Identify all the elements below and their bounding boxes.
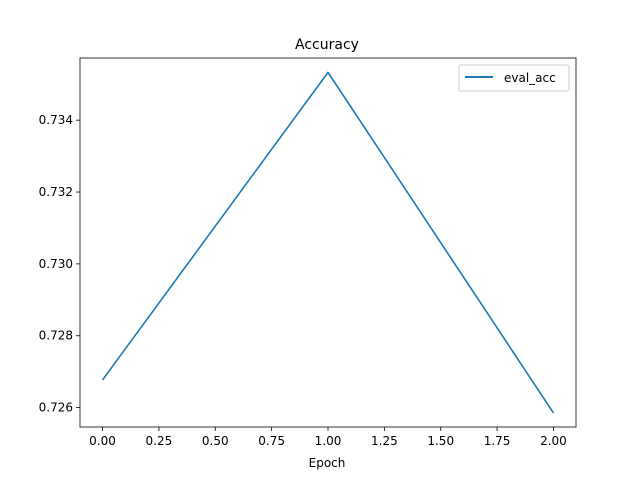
y-tick-label: 0.732 — [39, 185, 73, 199]
y-tick-label: 0.728 — [39, 329, 73, 343]
x-tick-label: 2.00 — [540, 434, 567, 448]
x-tick-label: 0.50 — [202, 434, 229, 448]
x-axis: 0.00 0.25 0.50 0.75 1.00 1.25 1.50 1.75 2.00 — [89, 427, 567, 448]
series-line-eval-acc — [101, 71, 555, 414]
chart-title: Accuracy — [295, 37, 359, 53]
y-tick-label: 0.730 — [39, 257, 73, 271]
legend-entry-eval-acc: eval_acc — [504, 71, 556, 85]
x-tick-label: 1.50 — [427, 434, 454, 448]
legend-box — [458, 64, 570, 92]
y-axis: 0.726 0.728 0.730 0.732 0.734 — [39, 113, 80, 415]
plot-area — [80, 58, 576, 427]
x-axis-label: Epoch — [309, 456, 346, 470]
x-tick-label: 0.25 — [146, 434, 173, 448]
x-tick-label: 0.75 — [258, 434, 285, 448]
y-tick-label: 0.734 — [39, 113, 73, 127]
legend: eval_acc — [458, 64, 570, 92]
x-tick-label: 1.75 — [484, 434, 511, 448]
x-tick-label: 0.00 — [89, 434, 116, 448]
series-layer — [101, 71, 555, 414]
y-tick-label: 0.726 — [39, 401, 73, 415]
x-tick-label: 1.00 — [315, 434, 342, 448]
x-tick-label: 1.25 — [371, 434, 398, 448]
